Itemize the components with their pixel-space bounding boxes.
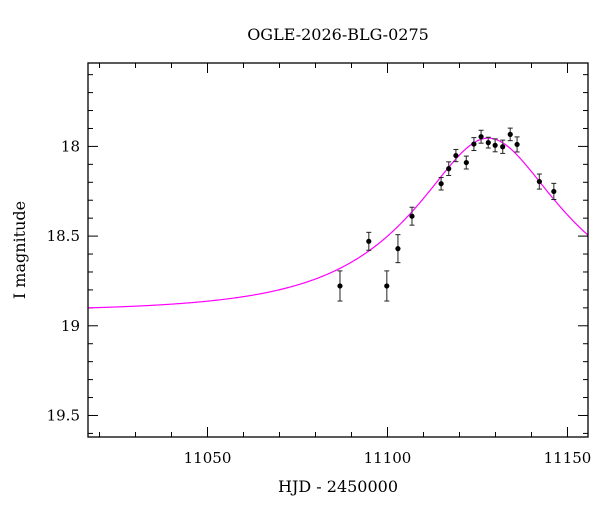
data-point-group [337, 270, 343, 302]
data-point-group [478, 129, 484, 144]
data-point [453, 152, 459, 159]
data-point [478, 134, 484, 140]
data-point-group [395, 234, 401, 264]
data-point [395, 246, 401, 252]
data-point-group [366, 231, 372, 251]
data-point-group [471, 137, 477, 152]
data-points-layer [337, 127, 557, 302]
data-point-group [514, 136, 520, 153]
y-tick-label: 18 [61, 137, 80, 155]
data-point-group [409, 206, 415, 226]
data-point [492, 142, 498, 148]
data-point-group [446, 161, 452, 176]
data-point-group [384, 270, 390, 302]
x-tick-label: 11050 [184, 449, 232, 467]
data-point [384, 283, 390, 289]
data-point [463, 159, 469, 166]
data-point-group [463, 155, 469, 170]
data-point-group [453, 148, 459, 163]
data-point [409, 213, 415, 219]
data-point-group [485, 136, 491, 149]
x-tick-label: 11150 [544, 449, 592, 467]
tick-labels: 11050 11100 11150 18 18.5 19 19.5 [47, 137, 592, 467]
data-point-group [500, 139, 506, 154]
y-tick-label: 18.5 [47, 227, 80, 245]
data-point-group [438, 176, 444, 191]
data-point-group [551, 182, 557, 201]
data-point-group [536, 173, 543, 190]
data-point-group [507, 127, 513, 142]
data-point [485, 140, 491, 146]
x-axis-label: HJD - 2450000 [278, 477, 398, 496]
data-point [337, 283, 343, 289]
data-point [366, 238, 372, 244]
x-tick-label: 11100 [364, 449, 412, 467]
y-axis-label: I magnitude [10, 201, 29, 299]
data-point [438, 181, 444, 187]
data-point [500, 144, 506, 150]
plot-frame [87, 62, 589, 438]
data-point [551, 188, 557, 195]
data-point [514, 141, 520, 148]
data-point-group [492, 138, 498, 153]
model-layer [87, 137, 589, 309]
chart-title: OGLE-2026-BLG-0275 [247, 25, 429, 44]
y-tick-label: 19 [61, 317, 80, 335]
axis-ticks [88, 63, 588, 437]
y-tick-label: 19.5 [47, 406, 80, 424]
data-point [536, 178, 543, 185]
data-point [471, 141, 477, 147]
data-point [507, 131, 513, 137]
model-curve [87, 137, 589, 309]
data-point [446, 166, 452, 172]
